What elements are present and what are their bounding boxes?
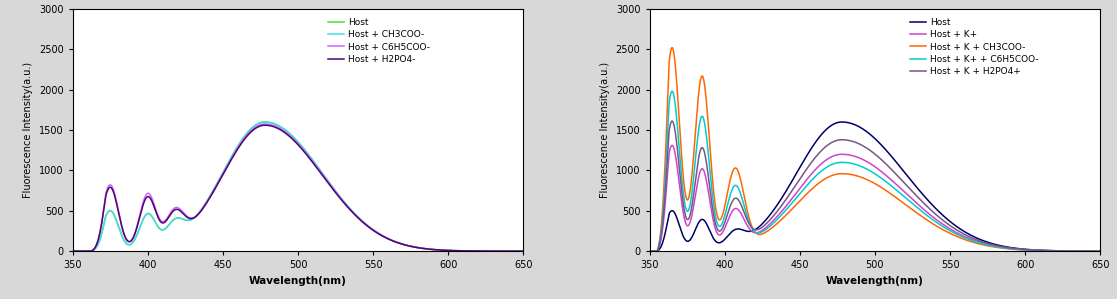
Host + K + CH3COO- — [642, 249, 656, 253]
Host + K + H2PO4+ — [1080, 249, 1094, 253]
Host — [421, 247, 435, 251]
Line: Host + H2PO4-: Host + H2PO4- — [73, 125, 524, 251]
Host + K+ — [1080, 249, 1094, 253]
Legend: Host, Host + K+, Host + K + CH3COO-, Host + K+ + C6H5COO-, Host + K + H2PO4+: Host, Host + K+, Host + K + CH3COO-, Hos… — [910, 18, 1039, 76]
Host + K+ + C6H5COO- — [850, 163, 863, 167]
Host + C6H5COO- — [517, 249, 531, 253]
Host + K + CH3COO- — [1080, 249, 1094, 253]
Host + C6H5COO- — [66, 249, 79, 253]
Host + C6H5COO- — [89, 245, 103, 248]
Line: Host: Host — [73, 122, 524, 251]
Host — [66, 249, 79, 253]
Host + C6H5COO- — [274, 126, 287, 130]
Host + C6H5COO- — [421, 247, 435, 251]
Host + K + H2PO4+ — [1094, 249, 1107, 253]
Host — [504, 249, 517, 253]
Host — [862, 132, 876, 135]
Host + K+ + C6H5COO- — [666, 89, 679, 93]
Host + K+ — [997, 246, 1011, 249]
Host + CH3COO- — [421, 247, 435, 251]
Line: Host + K + H2PO4+: Host + K + H2PO4+ — [649, 121, 1100, 251]
Host + CH3COO- — [517, 249, 531, 253]
Y-axis label: Fluorescence Intensity(a.u.): Fluorescence Intensity(a.u.) — [600, 62, 610, 198]
Line: Host + K+ + C6H5COO-: Host + K+ + C6H5COO- — [649, 91, 1100, 251]
Host + H2PO4- — [89, 245, 103, 248]
Host + CH3COO- — [66, 249, 79, 253]
Host + H2PO4- — [66, 249, 79, 253]
Host + K+ — [850, 155, 863, 159]
Host + K + H2PO4+ — [1080, 249, 1094, 253]
Host — [836, 120, 849, 124]
Host + K + CH3COO- — [666, 46, 679, 49]
Host + C6H5COO- — [258, 122, 271, 126]
Host + K+ — [1080, 249, 1094, 253]
Host + K + H2PO4+ — [850, 141, 863, 145]
Host — [504, 249, 517, 253]
Host + K+ + C6H5COO- — [1080, 249, 1094, 253]
Host — [1094, 249, 1107, 253]
Line: Host: Host — [649, 122, 1100, 251]
Host — [89, 247, 103, 250]
Legend: Host, Host + CH3COO-, Host + C6H5COO-, Host + H2PO4-: Host, Host + CH3COO-, Host + C6H5COO-, H… — [328, 18, 430, 64]
Line: Host + CH3COO-: Host + CH3COO- — [73, 122, 524, 251]
Host — [517, 249, 531, 253]
Line: Host + K+: Host + K+ — [649, 145, 1100, 251]
Line: Host + K + CH3COO-: Host + K + CH3COO- — [649, 48, 1100, 251]
Host — [997, 245, 1011, 248]
Host + C6H5COO- — [285, 136, 298, 139]
Host + CH3COO- — [258, 120, 271, 124]
Host + K+ — [862, 161, 876, 164]
Line: Host + C6H5COO-: Host + C6H5COO- — [73, 124, 524, 251]
Host + K+ — [666, 144, 679, 147]
Host + CH3COO- — [504, 249, 517, 253]
Host + K+ — [666, 144, 679, 147]
Host + K + H2PO4+ — [862, 148, 876, 151]
Host — [1080, 249, 1094, 253]
Host + K+ + C6H5COO- — [1094, 249, 1107, 253]
X-axis label: Wavelength(nm): Wavelength(nm) — [825, 276, 924, 286]
Host + K + H2PO4+ — [997, 245, 1011, 249]
Host + CH3COO- — [274, 125, 287, 128]
Host + H2PO4- — [517, 249, 531, 253]
Host — [285, 134, 298, 138]
Host + K+ — [642, 249, 656, 253]
Host + CH3COO- — [89, 247, 103, 250]
Host + H2PO4- — [421, 247, 435, 251]
Host + K + CH3COO- — [1080, 249, 1094, 253]
Host + K + CH3COO- — [666, 47, 679, 50]
Host + CH3COO- — [504, 249, 517, 253]
Host + H2PO4- — [258, 123, 271, 127]
Host + K+ + C6H5COO- — [642, 249, 656, 253]
Host + K + CH3COO- — [850, 174, 863, 178]
Host + H2PO4- — [504, 249, 517, 253]
Host + K + H2PO4+ — [666, 120, 679, 123]
Host + K+ — [1094, 249, 1107, 253]
X-axis label: Wavelength(nm): Wavelength(nm) — [249, 276, 347, 286]
Host + C6H5COO- — [504, 249, 517, 253]
Host + C6H5COO- — [504, 249, 517, 253]
Host + K+ + C6H5COO- — [997, 246, 1011, 250]
Y-axis label: Fluorescence Intensity(a.u.): Fluorescence Intensity(a.u.) — [23, 62, 34, 198]
Host + K+ + C6H5COO- — [666, 90, 679, 94]
Host + K + H2PO4+ — [642, 249, 656, 253]
Host — [1080, 249, 1094, 253]
Host — [642, 249, 656, 253]
Host + H2PO4- — [285, 137, 298, 141]
Host + K + H2PO4+ — [666, 119, 679, 123]
Host + H2PO4- — [274, 128, 287, 131]
Host + K + CH3COO- — [997, 247, 1011, 250]
Host + K + CH3COO- — [1094, 249, 1107, 253]
Host + K+ + C6H5COO- — [1080, 249, 1094, 253]
Host + K+ + C6H5COO- — [862, 168, 876, 172]
Host — [274, 125, 287, 128]
Host + CH3COO- — [285, 134, 298, 138]
Host — [850, 124, 863, 127]
Host — [258, 120, 271, 124]
Host + H2PO4- — [504, 249, 517, 253]
Host + K + CH3COO- — [862, 179, 876, 182]
Host — [666, 209, 679, 213]
